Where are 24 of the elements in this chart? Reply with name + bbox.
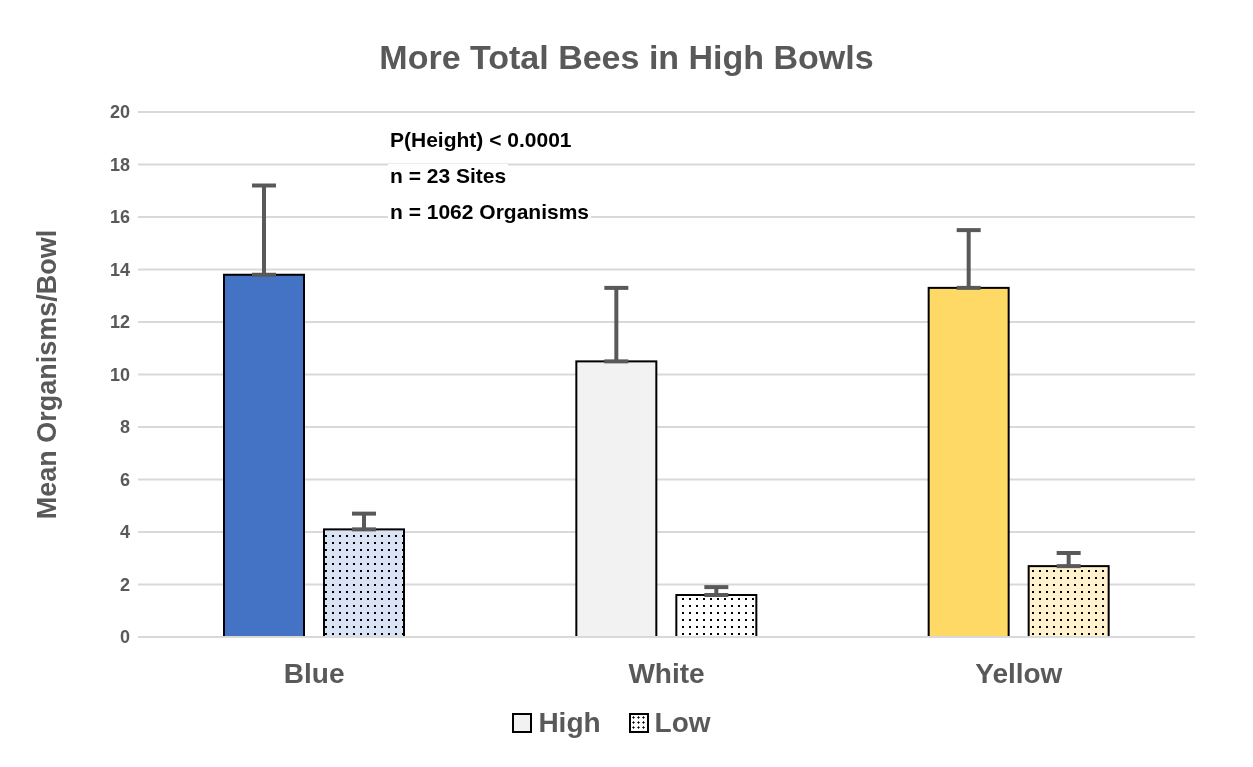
- y-tick-label: 8: [119, 417, 130, 438]
- annotation: n = 23 Sites: [388, 164, 509, 188]
- x-tick-label: Yellow: [975, 657, 1063, 689]
- bar: [927, 286, 1010, 637]
- legend-label: High: [538, 707, 601, 739]
- y-tick-label: 4: [119, 522, 130, 543]
- y-tick-label: 16: [109, 207, 130, 228]
- y-tick-label: 14: [109, 259, 130, 280]
- chart-title: More Total Bees in High Bowls: [378, 38, 875, 77]
- y-tick-label: 12: [109, 312, 130, 333]
- y-tick-label: 0: [119, 627, 130, 648]
- y-axis-title: Mean Organisms/Bowl: [31, 229, 62, 520]
- x-tick-label: White: [628, 657, 705, 689]
- y-tick-label: 10: [109, 364, 130, 385]
- annotation: n = 1062 Organisms: [388, 200, 592, 224]
- annotation: P(Height) < 0.0001: [388, 128, 574, 152]
- y-tick-label: 2: [119, 574, 130, 595]
- y-tick-label: 18: [109, 154, 130, 175]
- bar: [575, 360, 658, 637]
- x-tick-label: Blue: [283, 657, 345, 689]
- y-tick-label: 6: [119, 469, 130, 490]
- legend-label: Low: [654, 707, 711, 739]
- bar: [223, 273, 305, 637]
- y-tick-label: 20: [109, 102, 130, 123]
